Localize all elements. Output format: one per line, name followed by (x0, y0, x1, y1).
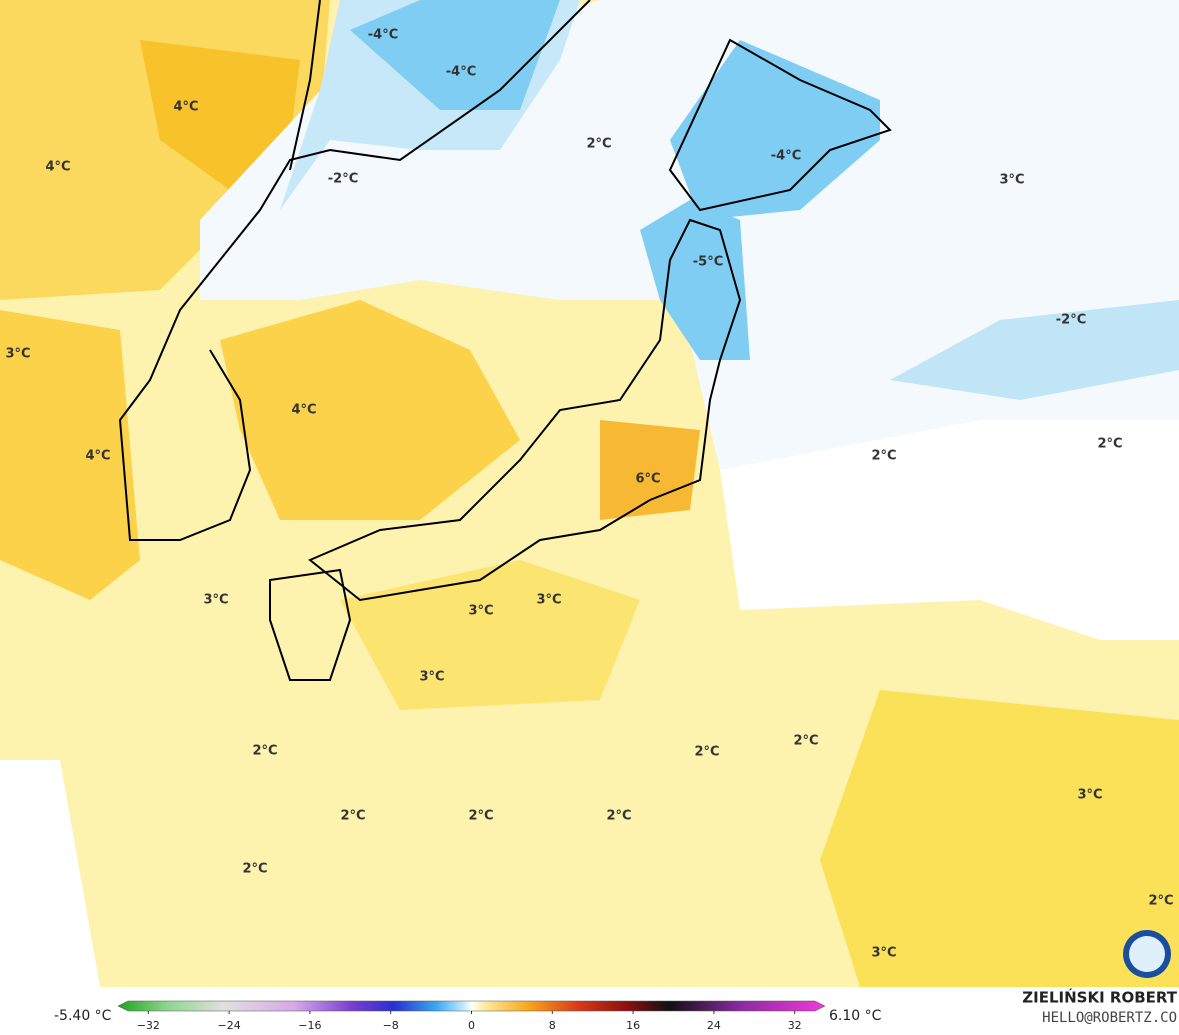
colorbar-tick-label: 32 (788, 1019, 802, 1032)
contour-label: 3°C (5, 347, 30, 362)
cold-area (670, 40, 880, 220)
colorbar-tick-label: −16 (298, 1019, 321, 1032)
contour-label: 3°C (999, 173, 1024, 188)
map-labels: -4°C -4°C 4°C 4°C 2°C -4°C 3°C -2°C -5°C -2°C 3°C 4… (5, 28, 1173, 961)
colorbar-tick-label: 16 (626, 1019, 640, 1032)
cold-area (890, 300, 1179, 400)
agency-logo (1129, 936, 1165, 972)
colorbar-bar (117, 1000, 826, 1012)
coastline (289, 0, 321, 171)
contour-label: 2°C (340, 809, 365, 824)
neutral-area (720, 420, 1179, 640)
coastline (118, 0, 591, 541)
contour-label: 4°C (173, 100, 198, 115)
contour-label: 2°C (793, 734, 818, 749)
contour-label: -4°C (446, 65, 476, 80)
contour-label: 3°C (536, 593, 561, 608)
contour-label: 4°C (85, 449, 110, 464)
coastline (668, 38, 892, 212)
colorbar: −32 −24 −16 −8 0 8 16 24 32 (117, 1000, 826, 1032)
contour-label: 3°C (468, 604, 493, 619)
email: HELLO@ROBERTZ.CO (1042, 1010, 1177, 1026)
contour-label: -4°C (368, 28, 398, 43)
contour-label: 4°C (45, 160, 70, 175)
warm-area (220, 300, 520, 520)
contour-label: 4°C (291, 403, 316, 418)
contour-label: 2°C (252, 744, 277, 759)
warm-area (0, 310, 140, 600)
contour-label: 3°C (871, 946, 896, 961)
contour-label: 2°C (242, 862, 267, 877)
contour-label: 3°C (203, 593, 228, 608)
contour-label: -4°C (771, 149, 801, 164)
contour-label: 2°C (606, 809, 631, 824)
contour-label: -2°C (1056, 313, 1086, 328)
warm-area (140, 40, 300, 190)
contour-label: 2°C (586, 137, 611, 152)
contour-label: 3°C (1077, 788, 1102, 803)
coastline (118, 0, 892, 681)
warm-area (820, 690, 1179, 987)
contour-label: 3°C (419, 670, 444, 685)
contour-label: -2°C (328, 172, 358, 187)
contour-label: 2°C (871, 449, 896, 464)
colorbar-min: -5.40 °C (54, 1008, 112, 1024)
contour-label: 2°C (1097, 437, 1122, 452)
colorbar-max: 6.10 °C (829, 1008, 882, 1024)
contour-label: 2°C (1148, 894, 1173, 909)
coastline (269, 568, 352, 681)
contour-label: -5°C (693, 255, 723, 270)
colorbar-tick-label: −32 (137, 1019, 160, 1032)
colorbar-tick-label: −24 (217, 1019, 240, 1032)
author: ZIELIŃSKI ROBERT (1022, 988, 1177, 1007)
colorbar-tick-label: −8 (383, 1019, 399, 1032)
warm-area (600, 420, 700, 520)
map (0, 0, 1179, 987)
colorbar-tick-label: 24 (707, 1019, 721, 1032)
contour-label: 2°C (694, 745, 719, 760)
colorbar-tick-label: 0 (468, 1019, 475, 1032)
contour-label: 6°C (635, 472, 660, 487)
contour-label: 2°C (468, 809, 493, 824)
coastline (308, 218, 742, 602)
warm-area (340, 560, 640, 710)
neutral-area (0, 760, 100, 987)
colorbar-tick-label: 8 (549, 1019, 556, 1032)
